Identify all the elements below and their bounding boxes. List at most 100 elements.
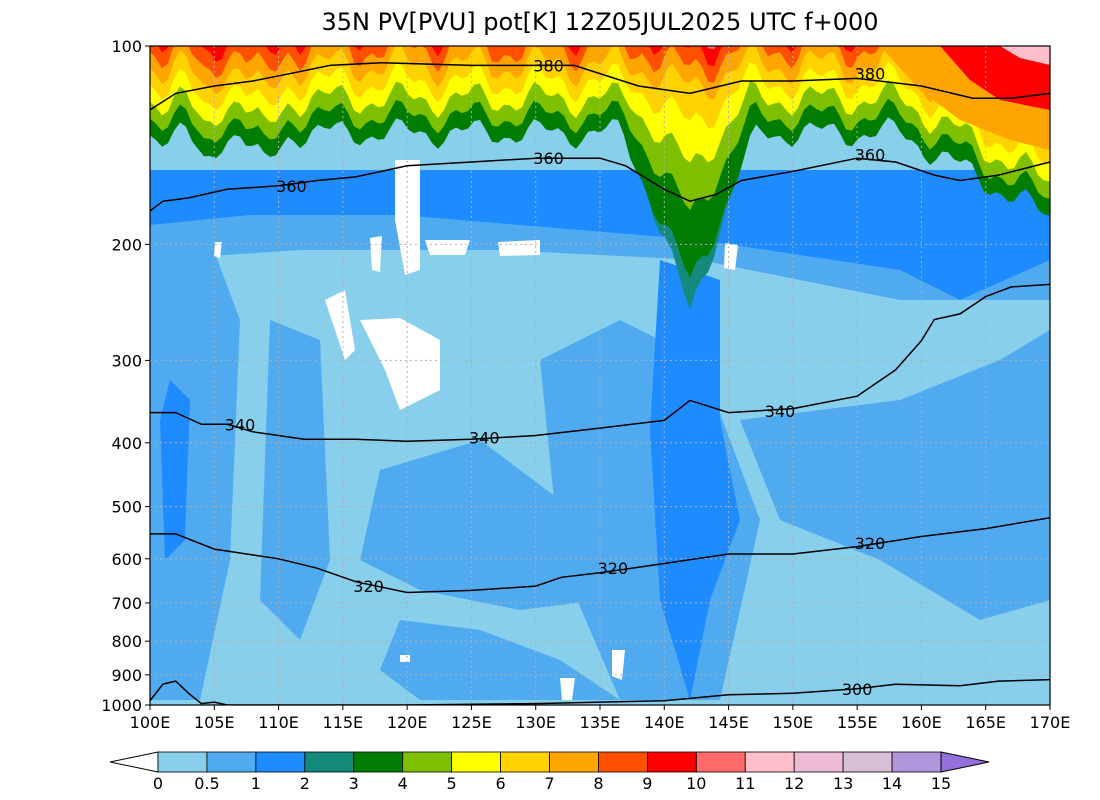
colorbar-swatch (793, 751, 844, 773)
colorbar-label: 0.5 (194, 774, 219, 793)
pv-bands (150, 41, 1050, 700)
pv-negative-region (425, 240, 470, 255)
colorbar-label: 12 (784, 774, 804, 793)
pv-negative-region (724, 243, 738, 270)
x-tick-label: 115E (323, 713, 364, 732)
pv-band-12-region (1000, 46, 1050, 65)
pv-band-0.5-patch (740, 330, 1050, 620)
pv-band-1-patch (650, 260, 740, 700)
colorbar-swatch (451, 751, 501, 773)
y-tick-label: 900 (111, 666, 142, 685)
pv-band-7 (150, 46, 1050, 147)
contour-label-320: 320 (598, 559, 629, 578)
x-tick-label: 145E (708, 713, 749, 732)
contour-label-360: 360 (533, 149, 564, 168)
colorbar-swatch (402, 751, 453, 773)
colorbar-swatch (842, 751, 893, 773)
x-tick-label: 135E (580, 713, 621, 732)
plot-area (150, 41, 1050, 705)
colorbar-swatch (353, 751, 404, 773)
x-tick-label: 105E (194, 713, 235, 732)
colorbar-swatch (206, 751, 257, 773)
colorbar-under-arrow (109, 751, 159, 773)
colorbar-label: 6 (495, 774, 505, 793)
colorbar-label: 3 (349, 774, 359, 793)
x-tick-label: 160E (901, 713, 942, 732)
theta-contours (150, 61, 1050, 705)
colorbar-label: 14 (882, 774, 902, 793)
contour-label-300: 300 (842, 680, 873, 699)
theta-contour-320 (150, 517, 1050, 594)
x-tick-label: 120E (387, 713, 428, 732)
pv-negative-region (214, 242, 222, 258)
y-tick-label: 700 (111, 594, 142, 613)
colorbar-label: 13 (833, 774, 853, 793)
pv-band-1-patch (150, 170, 1050, 300)
y-tick-label: 200 (111, 235, 142, 254)
colorbar-swatch (646, 751, 697, 773)
y-tick-label: 100 (111, 37, 142, 56)
colorbar-label: 4 (398, 774, 408, 793)
colorbar-swatch (500, 751, 550, 773)
colorbar-label: 7 (544, 774, 554, 793)
colorbar-swatch (255, 751, 306, 773)
pv-negative-region (325, 290, 355, 360)
contour-label-320: 320 (353, 577, 384, 596)
theta-contour-380 (150, 61, 1050, 111)
pv-negative-region (498, 240, 540, 256)
pv-negative-region (400, 655, 410, 662)
x-tick-label: 100E (130, 713, 171, 732)
colorbar-swatch (744, 751, 795, 773)
x-tick-label: 155E (837, 713, 878, 732)
colorbar-swatch (891, 751, 942, 773)
x-tick-label: 140E (644, 713, 685, 732)
contour-label-320: 320 (855, 534, 886, 553)
contour-label-340: 340 (765, 402, 796, 421)
pv-band-13 (150, 41, 1050, 46)
pv-negative-region (370, 236, 382, 272)
pv-band-6 (150, 46, 1050, 165)
colorbar-over-arrow (940, 751, 990, 773)
x-tick-label: 110E (258, 713, 299, 732)
y-tick-label: 500 (111, 498, 142, 517)
theta-contour-300 (150, 678, 1050, 705)
colorbar-label: 8 (593, 774, 603, 793)
colorbar-label: 15 (931, 774, 951, 793)
theta-contour-340 (150, 283, 1050, 443)
pv-band-0.5-patch (380, 620, 620, 700)
x-tick-label: 125E (451, 713, 492, 732)
colorbar-label: 1 (251, 774, 261, 793)
contour-label-360: 360 (276, 177, 307, 196)
x-tick-label: 165E (965, 713, 1006, 732)
colorbar-label: 10 (686, 774, 706, 793)
contour-label-340: 340 (469, 429, 500, 448)
y-tick-label: 1000 (101, 696, 142, 715)
colorbar-swatch (695, 751, 746, 773)
y-tick-label: 600 (111, 550, 142, 569)
contour-labels: 380 380 360 360 360 340 340 340 320 320 320 300 (225, 56, 886, 699)
x-tick-label: 170E (1030, 713, 1071, 732)
y-tick-label: 300 (111, 351, 142, 370)
contour-label-380: 380 (533, 56, 564, 75)
pv-minimum-regions (214, 160, 738, 700)
colorbar-label: 5 (447, 774, 457, 793)
colorbar-swatch (598, 751, 648, 773)
contour-label-340: 340 (225, 415, 256, 434)
colorbar-label: 0 (153, 774, 163, 793)
colorbar-label: 11 (735, 774, 755, 793)
pv-band-14 (150, 41, 1050, 46)
contour-label-360: 360 (855, 145, 886, 164)
colorbar-label: 9 (642, 774, 652, 793)
pv-negative-region (360, 318, 440, 410)
colorbar: 0 0.5 1 2 3 4 5 6 7 8 9 10 11 12 13 14 15 (109, 751, 990, 793)
chart-title: 35N PV[PVU] pot[K] 12Z05JUL2025 UTC f+00… (321, 8, 878, 36)
contour-label-380: 380 (855, 64, 886, 83)
colorbar-swatch (549, 751, 599, 773)
pv-negative-region (560, 678, 575, 700)
grid-lines (150, 46, 1050, 705)
y-tick-label: 400 (111, 434, 142, 453)
x-tick-label: 130E (515, 713, 556, 732)
pv-negative-region (612, 650, 625, 680)
x-tick-label: 150E (773, 713, 814, 732)
